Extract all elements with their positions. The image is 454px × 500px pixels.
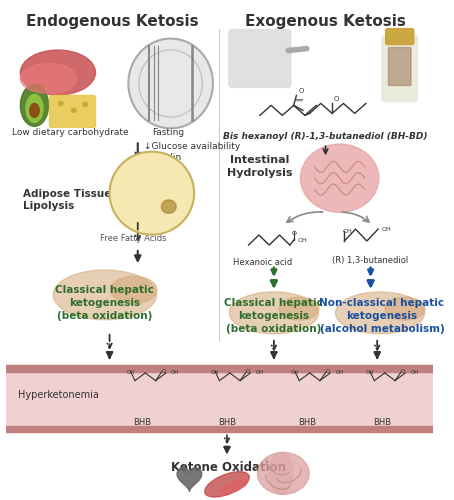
- Bar: [6, 426, 433, 432]
- FancyBboxPatch shape: [389, 48, 411, 86]
- Text: ↓Insulin: ↓Insulin: [144, 153, 182, 162]
- Ellipse shape: [269, 452, 292, 494]
- Ellipse shape: [30, 104, 39, 118]
- Text: Fasting: Fasting: [152, 128, 184, 138]
- Text: Hyperketonemia: Hyperketonemia: [18, 390, 99, 400]
- Text: O: O: [298, 88, 304, 94]
- Ellipse shape: [53, 270, 157, 320]
- Text: ||: ||: [296, 96, 303, 102]
- Text: Classical hepatic
ketogenesis
(beta oxidation): Classical hepatic ketogenesis (beta oxid…: [224, 298, 323, 335]
- Text: OH: OH: [291, 370, 299, 374]
- Text: OH: OH: [336, 370, 344, 376]
- Text: (R) 1,3-butanediol: (R) 1,3-butanediol: [332, 256, 409, 265]
- Text: Intestinal
Hydrolysis: Intestinal Hydrolysis: [227, 156, 292, 178]
- Ellipse shape: [301, 144, 379, 212]
- Bar: [6, 364, 433, 432]
- Bar: [6, 364, 433, 372]
- Ellipse shape: [72, 108, 76, 112]
- Text: OH: OH: [256, 370, 264, 376]
- FancyBboxPatch shape: [229, 30, 291, 88]
- Ellipse shape: [205, 472, 249, 497]
- Ellipse shape: [385, 297, 425, 320]
- Text: ↓Glucose availability: ↓Glucose availability: [144, 142, 241, 151]
- Text: OH: OH: [127, 370, 135, 374]
- Ellipse shape: [26, 94, 43, 122]
- Text: Endogenous Ketosis: Endogenous Ketosis: [26, 14, 199, 28]
- Ellipse shape: [20, 84, 49, 126]
- Ellipse shape: [161, 200, 176, 213]
- Text: OH: OH: [211, 370, 219, 374]
- Ellipse shape: [221, 480, 247, 494]
- Ellipse shape: [20, 64, 77, 94]
- Ellipse shape: [128, 38, 213, 128]
- Ellipse shape: [20, 50, 95, 95]
- FancyBboxPatch shape: [385, 28, 414, 44]
- Text: Bis hexanoyl (R)-1,3-butanediol (BH-BD): Bis hexanoyl (R)-1,3-butanediol (BH-BD): [223, 132, 428, 141]
- Text: Non-classical hepatic
ketogenesis
(alcohol metabolism): Non-classical hepatic ketogenesis (alcoh…: [319, 298, 444, 335]
- Ellipse shape: [109, 152, 194, 234]
- Text: Low dietary carbohydrate: Low dietary carbohydrate: [12, 128, 128, 138]
- Ellipse shape: [257, 452, 309, 494]
- Text: BHB: BHB: [298, 418, 316, 427]
- Text: O: O: [162, 370, 166, 374]
- Ellipse shape: [229, 292, 319, 334]
- Text: OH: OH: [366, 370, 375, 374]
- FancyBboxPatch shape: [382, 36, 418, 102]
- Text: OH: OH: [297, 238, 307, 242]
- Text: O: O: [246, 370, 251, 374]
- Text: OH: OH: [171, 370, 179, 376]
- Text: OH: OH: [410, 370, 419, 376]
- Text: O: O: [292, 230, 297, 235]
- Text: BHB: BHB: [218, 418, 236, 427]
- Text: Classical hepatic
ketogenesis
(beta oxidation): Classical hepatic ketogenesis (beta oxid…: [55, 285, 154, 322]
- Text: OH: OH: [342, 229, 352, 234]
- Polygon shape: [177, 468, 202, 491]
- Text: BHB: BHB: [133, 418, 152, 427]
- Ellipse shape: [83, 102, 88, 106]
- Text: O: O: [334, 96, 340, 102]
- Ellipse shape: [111, 276, 157, 303]
- Text: O: O: [326, 370, 331, 374]
- Ellipse shape: [336, 292, 424, 334]
- Ellipse shape: [279, 297, 319, 320]
- FancyBboxPatch shape: [49, 96, 95, 128]
- Text: Free Fatty Acids: Free Fatty Acids: [100, 234, 167, 242]
- Text: OH: OH: [382, 226, 392, 232]
- Text: Adipose Tissue
Lipolysis: Adipose Tissue Lipolysis: [23, 190, 112, 211]
- Text: O: O: [401, 370, 405, 374]
- Text: Exogenous Ketosis: Exogenous Ketosis: [245, 14, 406, 28]
- Text: BHB: BHB: [373, 418, 391, 427]
- Text: Hexanoic acid: Hexanoic acid: [233, 258, 292, 267]
- Text: Ketone Oxidation: Ketone Oxidation: [171, 462, 286, 474]
- Ellipse shape: [59, 102, 63, 105]
